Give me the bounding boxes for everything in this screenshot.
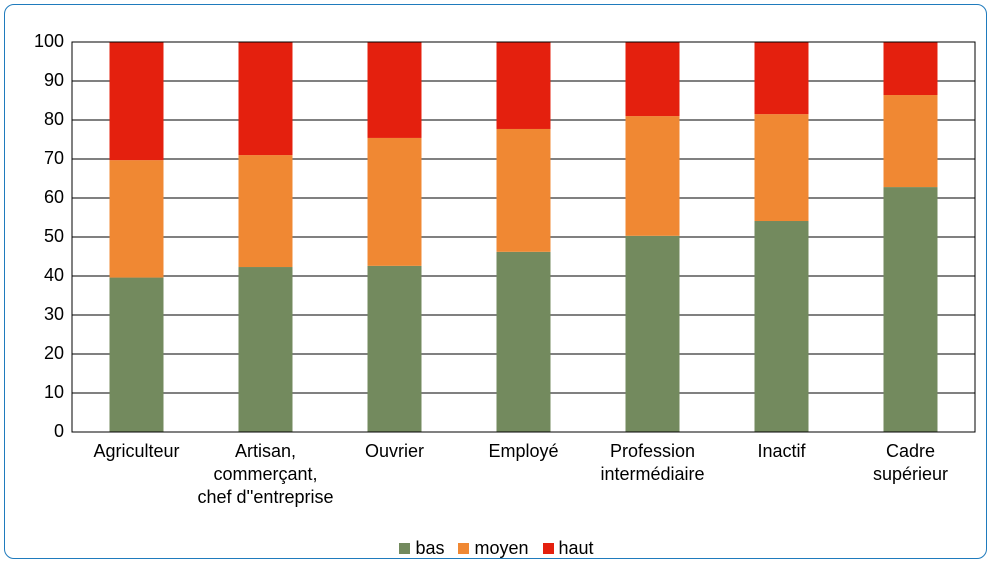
bar-segment <box>367 42 422 138</box>
legend-item: moyen <box>458 538 529 559</box>
frame <box>4 4 987 559</box>
bar-segment <box>883 95 938 188</box>
legend: bas moyen haut <box>0 538 993 559</box>
plot-border <box>71 41 976 433</box>
bar-segment <box>238 155 293 268</box>
legend-swatch <box>542 543 554 554</box>
x-tick-label: Employé <box>488 441 559 461</box>
y-tick-label: 40 <box>44 265 64 285</box>
legend-item: haut <box>542 538 594 559</box>
bar-segment <box>625 42 680 117</box>
x-tick-label: Agriculteur <box>93 441 180 461</box>
legend-swatch <box>458 543 470 554</box>
x-tick-label: Cadre supérieur <box>872 441 949 484</box>
bar-segment <box>367 265 422 432</box>
bar-segment <box>883 187 938 432</box>
x-tick-label: Ouvrier <box>364 441 424 461</box>
bar-segment <box>496 251 551 432</box>
y-tick-label: 0 <box>54 421 64 441</box>
x-tick-label: Inactif <box>757 441 806 461</box>
bar-segment <box>754 221 809 432</box>
legend-item: bas <box>399 538 444 559</box>
bar-segment <box>109 42 164 161</box>
bar-segment <box>496 42 551 129</box>
y-tick-label: 50 <box>44 226 64 246</box>
legend-swatch <box>399 543 411 554</box>
bar-segment <box>367 137 422 266</box>
bar-segment <box>109 160 164 278</box>
bar-segment <box>625 235 680 432</box>
bar-segment <box>496 128 551 252</box>
x-tick-label: Profession intermédiaire <box>600 441 705 484</box>
y-tick-label: 90 <box>44 70 64 90</box>
y-tick-label: 10 <box>44 382 64 402</box>
y-tick-label: 60 <box>44 187 64 207</box>
legend-label: haut <box>558 538 594 558</box>
y-tick-label: 100 <box>34 31 64 51</box>
bar-segment <box>238 42 293 156</box>
bar-segment <box>625 116 680 236</box>
bar-segment <box>883 42 938 96</box>
y-tick-label: 70 <box>44 148 64 168</box>
bar-segment <box>109 277 164 432</box>
bar-segment <box>754 114 809 222</box>
y-tick-label: 80 <box>44 109 64 129</box>
y-tick-label: 20 <box>44 343 64 363</box>
bar-segment <box>754 42 809 115</box>
y-tick-label: 30 <box>44 304 64 324</box>
legend-label: moyen <box>474 538 529 558</box>
bar-segment <box>238 267 293 432</box>
x-tick-label: Artisan, commerçant, chef d''entreprise <box>197 441 334 507</box>
legend-label: bas <box>415 538 445 558</box>
